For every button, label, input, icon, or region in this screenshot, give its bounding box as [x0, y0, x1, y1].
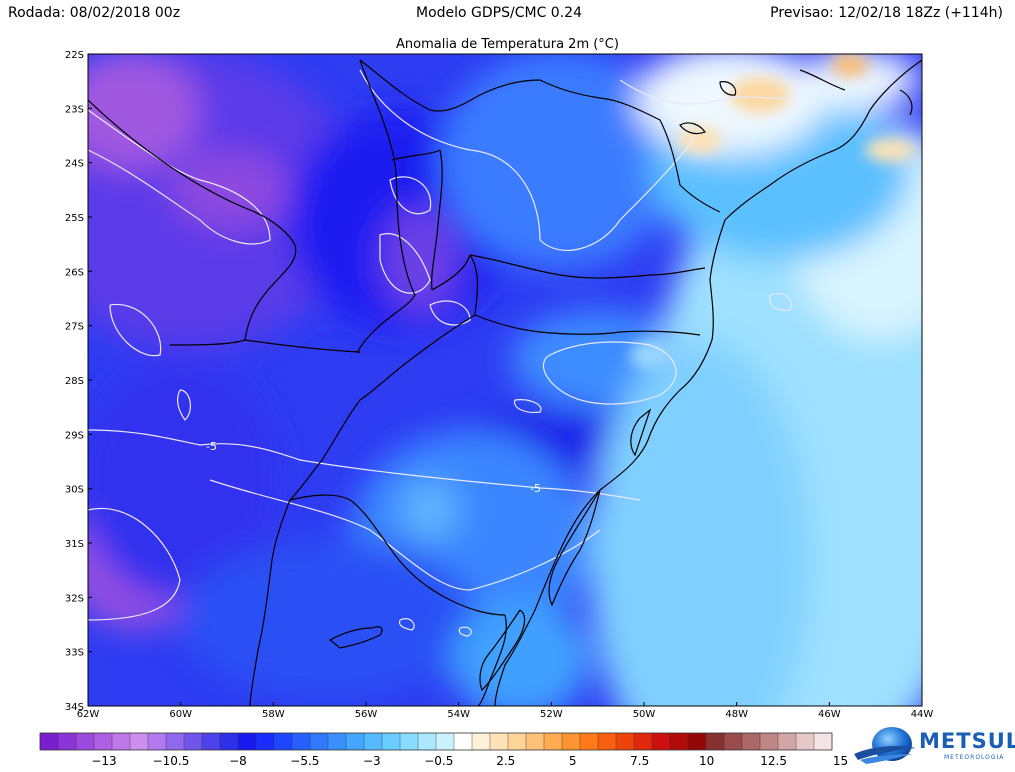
globe-icon	[854, 727, 916, 764]
colorbar-cell	[436, 733, 455, 750]
lat-tick-label: 22S	[65, 50, 84, 61]
longitude-axis: 62W 60W 58W 56W 54W 52W 50W 48W 46W 44W	[77, 702, 934, 720]
contour-lines	[88, 69, 801, 637]
run-time: Rodada: 08/02/2018 00z	[8, 5, 181, 21]
lon-tick-label: 58W	[262, 709, 285, 720]
colorbar-cell	[148, 733, 167, 750]
colorbar-cell	[760, 733, 779, 750]
colorbar-label: 5	[569, 754, 577, 768]
lon-tick-label: 48W	[725, 709, 748, 720]
colorbar-cell	[472, 733, 491, 750]
colorbar-cell	[274, 733, 293, 750]
colorbar-cell	[310, 733, 329, 750]
colorbar-cell	[490, 733, 509, 750]
colorbar-label: 7.5	[630, 754, 649, 768]
boundary-lines	[88, 59, 922, 706]
colorbar-cell	[166, 733, 185, 750]
colorbar-labels: −13 −10.5 −8 −5.5 −3 −0.5 2.5 5 7.5 10 12.5 15	[91, 754, 848, 768]
colorbar-label: −10.5	[153, 754, 190, 768]
lat-tick-label: 34S	[65, 702, 84, 713]
colorbar-cell	[130, 733, 149, 750]
lat-tick-label: 31S	[65, 539, 84, 550]
colorbar-label: −5.5	[290, 754, 319, 768]
colorbar-cell	[688, 733, 707, 750]
colorbar-cell	[526, 733, 545, 750]
colorbar-cell	[778, 733, 797, 750]
colorbar-cell	[184, 733, 203, 750]
colorbar-cell	[616, 733, 635, 750]
lon-tick-label: 56W	[355, 709, 378, 720]
colorbar-cell	[724, 733, 743, 750]
colorbar-cell	[418, 733, 437, 750]
latitude-axis: 22S 23S 24S 25S 26S 27S 28S 29S 30S 31S 32S 33S 34S	[65, 50, 92, 713]
colorbar-label: −8	[229, 754, 247, 768]
lon-tick-label: 54W	[447, 709, 470, 720]
colorbar-cell	[202, 733, 221, 750]
colorbar-cell	[652, 733, 671, 750]
colorbar-cell	[562, 733, 581, 750]
colorbar-cell	[220, 733, 239, 750]
field-layer: -5 -5	[88, 54, 922, 706]
metsul-logo: METSUL METEOROLOGIA	[852, 724, 1015, 768]
lat-tick-label: 33S	[65, 648, 84, 659]
lat-tick-label: 28S	[65, 376, 84, 387]
colorbar-cell	[742, 733, 761, 750]
colorbar-cell	[382, 733, 401, 750]
colorbar-cell	[292, 733, 311, 750]
colorbar-label: −3	[363, 754, 381, 768]
colorbar-label: −13	[91, 754, 116, 768]
lat-tick-label: 23S	[65, 104, 84, 115]
lat-tick-label: 24S	[65, 159, 84, 170]
colorbar-cell	[76, 733, 95, 750]
lat-tick-label: 27S	[65, 322, 84, 333]
colorbar	[39, 732, 833, 751]
colorbar-cell	[670, 733, 689, 750]
colorbar-cell	[346, 733, 365, 750]
colorbar-cell	[256, 733, 275, 750]
contour-label: -5	[530, 482, 541, 495]
lat-tick-label: 30S	[65, 485, 84, 496]
colorbar-label: 2.5	[496, 754, 515, 768]
colorbar-cell	[634, 733, 653, 750]
lat-tick-label: 25S	[65, 213, 84, 224]
logo-name: METSUL	[919, 729, 1015, 753]
colorbar-cell	[58, 733, 77, 750]
logo-subtitle: METEOROLOGIA	[944, 754, 1005, 761]
colorbar-cell	[94, 733, 113, 750]
colorbar-label: 10	[699, 754, 714, 768]
lon-tick-label: 44W	[911, 709, 934, 720]
lon-tick-label: 62W	[77, 709, 100, 720]
colorbar-cell	[598, 733, 617, 750]
colorbar-cell	[508, 733, 527, 750]
colorbar-cell	[796, 733, 815, 750]
lon-tick-label: 50W	[633, 709, 656, 720]
colorbar-cell	[580, 733, 599, 750]
lon-tick-label: 60W	[169, 709, 192, 720]
colorbar-cell	[814, 733, 833, 750]
colorbar-cell	[706, 733, 725, 750]
colorbar-label: −0.5	[424, 754, 453, 768]
colorbar-cell	[400, 733, 419, 750]
colorbar-cell	[328, 733, 347, 750]
map-title: Anomalia de Temperatura 2m (°C)	[396, 37, 619, 52]
forecast-time: Previsao: 12/02/18 18Zz (+114h)	[770, 5, 1003, 21]
lon-tick-label: 52W	[540, 709, 563, 720]
colorbar-cell	[544, 733, 563, 750]
colorbar-label: 12.5	[760, 754, 787, 768]
colorbar-cell	[112, 733, 131, 750]
lat-tick-label: 26S	[65, 267, 84, 278]
colorbar-label: 15	[833, 754, 848, 768]
lat-tick-label: 29S	[65, 430, 84, 441]
lat-tick-label: 32S	[65, 593, 84, 604]
colorbar-cell	[40, 733, 59, 750]
lon-tick-label: 46W	[818, 709, 841, 720]
colorbar-cell	[364, 733, 383, 750]
model-name: Modelo GDPS/CMC 0.24	[416, 5, 582, 21]
contour-label: -5	[206, 440, 217, 453]
colorbar-cell	[454, 733, 473, 750]
colorbar-cell	[238, 733, 257, 750]
